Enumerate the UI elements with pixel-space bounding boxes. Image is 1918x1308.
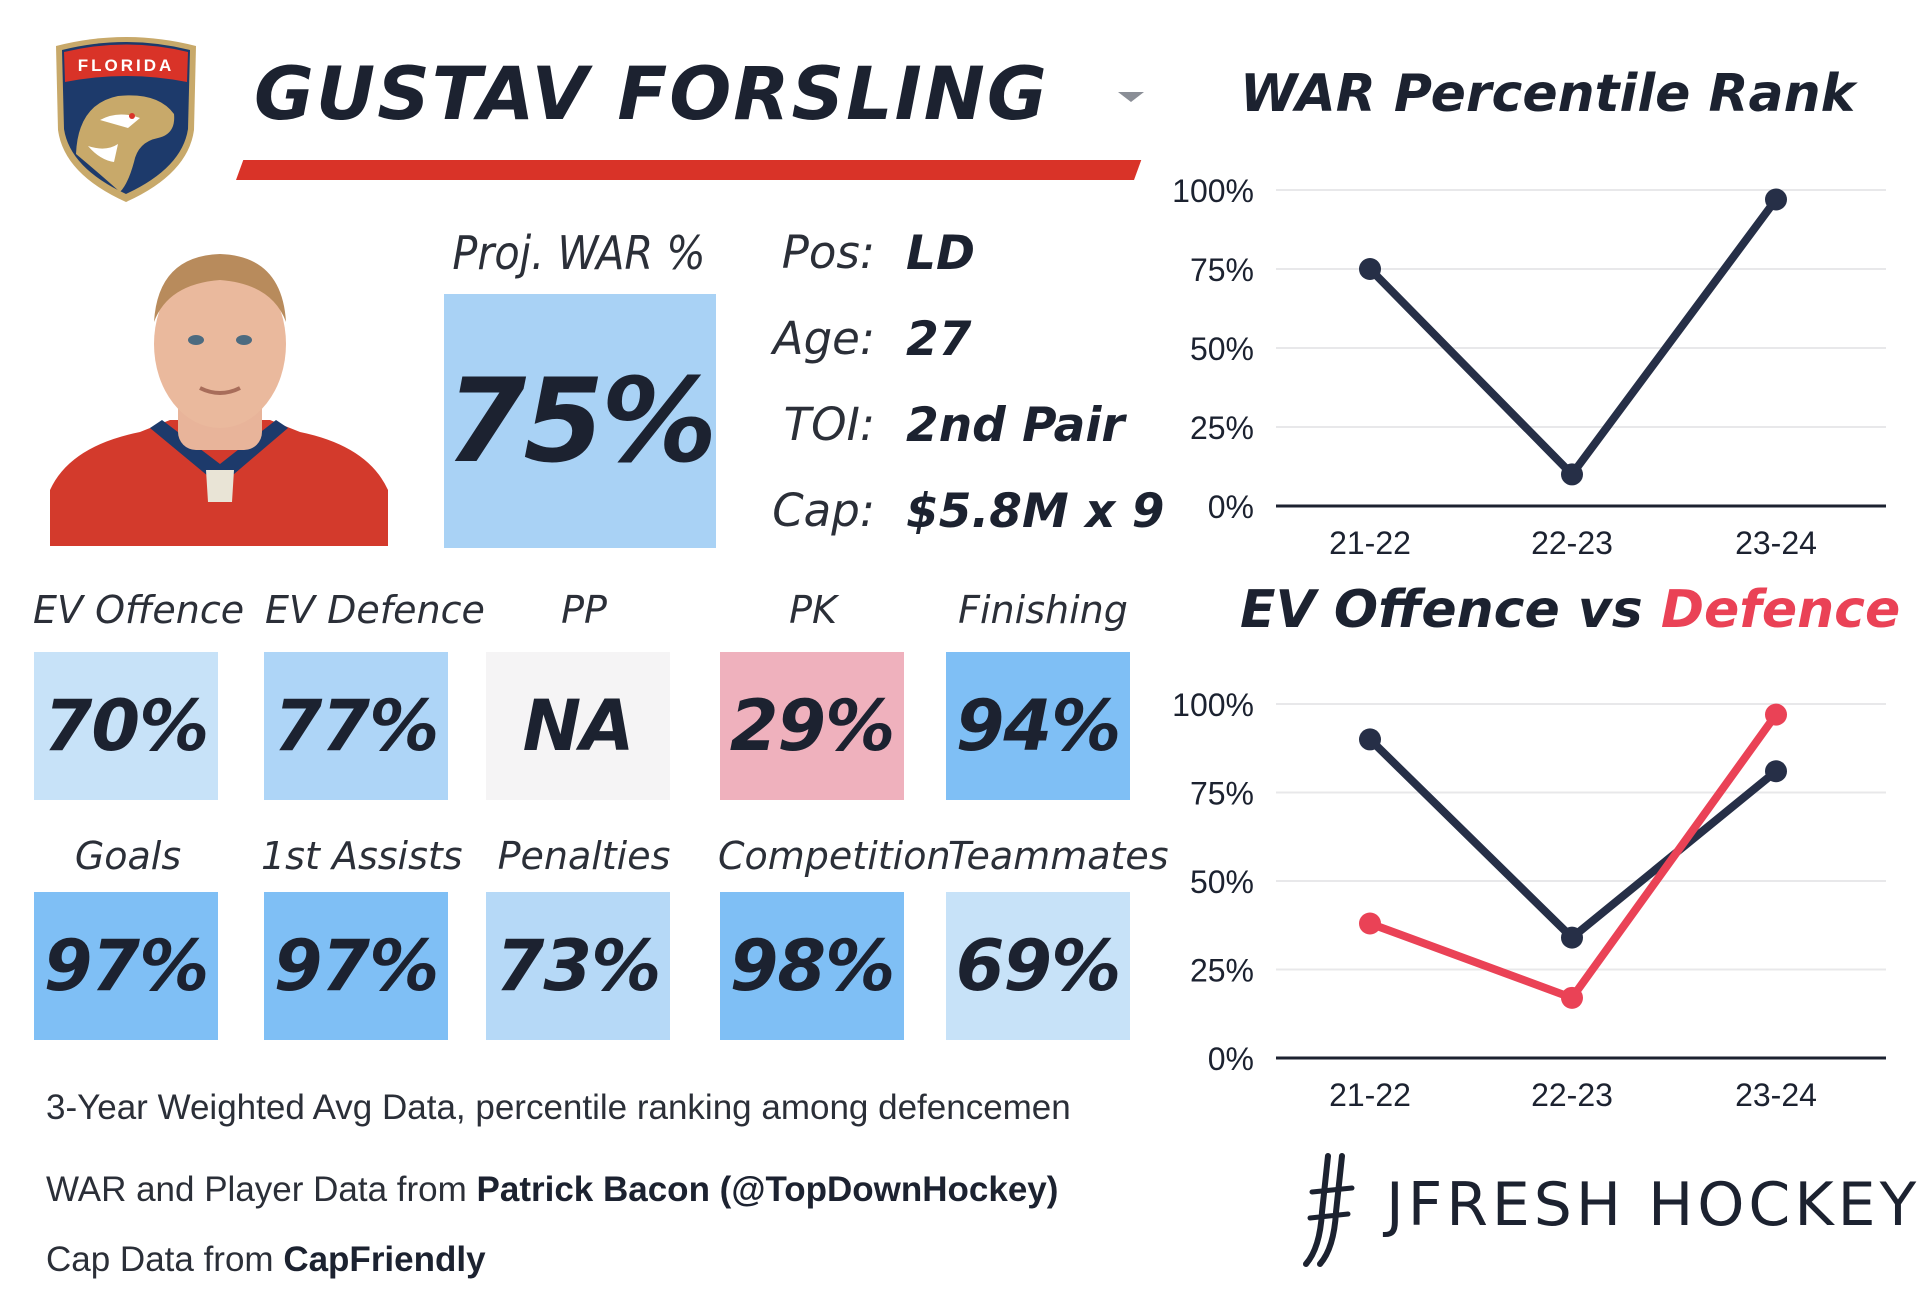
stat-value-ev-offence: 70% — [43, 685, 210, 767]
pos-value: LD — [906, 226, 975, 281]
war-rank-data-point — [1765, 188, 1787, 211]
stat-box-1st-assists: 97% — [264, 892, 448, 1040]
war-rank-y-tick-label: 0% — [1208, 489, 1254, 525]
chevron-down-icon[interactable] — [1118, 92, 1144, 102]
player-name: GUSTAV FORSLING — [254, 52, 1049, 137]
chart-title-ev-split: EV Offence vs Defence — [1240, 580, 1900, 640]
toi-value: 2nd Pair — [906, 398, 1125, 453]
stat-label-pk: PK — [789, 588, 837, 632]
jfresh-logo-icon — [1303, 1153, 1355, 1267]
stat-label-ev-offence: EV Offence — [33, 588, 245, 632]
footnote-cap-source: Cap Data from CapFriendly — [46, 1240, 486, 1280]
stat-value-finishing: 94% — [955, 685, 1122, 767]
proj-war-box: 75% — [444, 294, 718, 548]
stat-label-teammates: Teammates — [948, 834, 1169, 878]
ev-split-series-line-0 — [1366, 735, 1780, 942]
ev-split-y-tick-label: 75% — [1190, 776, 1254, 812]
age-value: 27 — [906, 312, 972, 367]
war-rank-chart: 0% 25% 50% 75% 100% 21-22 22-23 23-24 — [1172, 173, 1886, 561]
ev-split-y-tick-label: 0% — [1208, 1041, 1254, 1077]
pos-label: Pos: — [781, 226, 875, 279]
ev-split-series-line-1 — [1366, 710, 1780, 1002]
stat-label-pp: PP — [561, 588, 607, 632]
stat-box-goals: 97% — [34, 892, 218, 1040]
war-rank-y-tick-label: 25% — [1190, 410, 1254, 446]
footnote-war-author: Patrick Bacon (@TopDownHockey) — [476, 1170, 1059, 1209]
stat-box-competition: 98% — [720, 892, 904, 1040]
ev-split-data-point — [1765, 703, 1787, 726]
stat-label-penalties: Penalties — [497, 834, 671, 878]
stat-value-ev-defence: 77% — [273, 685, 440, 767]
footnote-method: 3-Year Weighted Avg Data, percentile ran… — [46, 1088, 1071, 1127]
war-rank-y-tick-label: 75% — [1190, 252, 1254, 288]
toi-label: TOI: — [783, 398, 875, 451]
ev-split-data-point — [1561, 986, 1583, 1009]
age-label: Age: — [772, 312, 875, 365]
stat-box-ev-defence: 77% — [264, 652, 448, 800]
stat-value-penalties: 73% — [495, 925, 662, 1007]
ev-split-x-tick-label: 22-23 — [1531, 1077, 1613, 1113]
team-logo-icon: FLORIDA — [56, 37, 196, 202]
stat-value-teammates: 69% — [955, 925, 1122, 1007]
chart-title-ev-part2: Defence — [1660, 580, 1901, 640]
stat-value-pk: 29% — [729, 685, 896, 767]
logo-text: FLORIDA — [78, 56, 175, 75]
stat-box-teammates: 69% — [946, 892, 1130, 1040]
stat-value-pp: NA — [522, 685, 635, 767]
war-rank-y-tick-label: 100% — [1172, 173, 1254, 209]
war-rank-x-tick-label: 21-22 — [1329, 525, 1411, 561]
brand-name: JFRESH HOCKEY — [1386, 1170, 1918, 1240]
ev-split-chart: 0% 25% 50% 75% 100% 21-22 22-23 23-24 — [1172, 687, 1886, 1113]
ev-split-y-tick-label: 50% — [1190, 864, 1254, 900]
footnote-cap-prefix: Cap Data from — [46, 1240, 284, 1279]
stat-box-pp: NA — [486, 652, 670, 800]
footnote-war-prefix: WAR and Player Data from — [46, 1170, 477, 1209]
player-photo — [50, 254, 388, 546]
ev-split-x-tick-label: 21-22 — [1329, 1077, 1411, 1113]
stat-label-1st-assists: 1st Assists — [261, 834, 463, 878]
stat-label-goals: Goals — [74, 834, 182, 878]
ev-split-x-tick-label: 23-24 — [1735, 1077, 1817, 1113]
stat-box-finishing: 94% — [946, 652, 1130, 800]
stat-box-penalties: 73% — [486, 892, 670, 1040]
ev-split-y-tick-label: 25% — [1190, 953, 1254, 989]
ev-split-data-point — [1561, 926, 1583, 949]
stat-label-competition: Competition — [718, 834, 951, 878]
ev-split-y-tick-label: 100% — [1172, 687, 1254, 723]
ev-split-data-point — [1765, 760, 1787, 783]
cap-value: $5.8M x 9 — [906, 484, 1165, 539]
footnote-cap-author: CapFriendly — [283, 1240, 486, 1279]
ev-split-data-point — [1359, 912, 1381, 935]
war-rank-y-tick-label: 50% — [1190, 331, 1254, 367]
stat-value-goals: 97% — [43, 925, 210, 1007]
proj-war-value: 75% — [445, 353, 718, 489]
ev-split-data-point — [1359, 728, 1381, 751]
footnote-war-source: WAR and Player Data from Patrick Bacon (… — [46, 1170, 1058, 1210]
war-rank-data-point — [1561, 463, 1583, 486]
war-rank-data-point — [1359, 258, 1381, 280]
title-underline — [236, 160, 1142, 180]
chart-title-war-rank: WAR Percentile Rank — [1240, 64, 1856, 124]
stat-label-ev-defence: EV Defence — [265, 588, 485, 632]
war-rank-series-line-0 — [1366, 195, 1780, 479]
stat-value-competition: 98% — [729, 925, 896, 1007]
stat-value-1st-assists: 97% — [273, 925, 440, 1007]
cap-label: Cap: — [772, 484, 875, 537]
stat-box-ev-offence: 70% — [34, 652, 218, 800]
war-rank-x-tick-label: 22-23 — [1531, 525, 1613, 561]
proj-war-label: Proj. WAR % — [452, 226, 706, 280]
war-rank-x-tick-label: 23-24 — [1735, 525, 1817, 561]
chart-title-ev-part1: EV Offence vs — [1240, 580, 1661, 640]
stat-label-finishing: Finishing — [958, 588, 1128, 632]
stat-box-pk: 29% — [720, 652, 904, 800]
